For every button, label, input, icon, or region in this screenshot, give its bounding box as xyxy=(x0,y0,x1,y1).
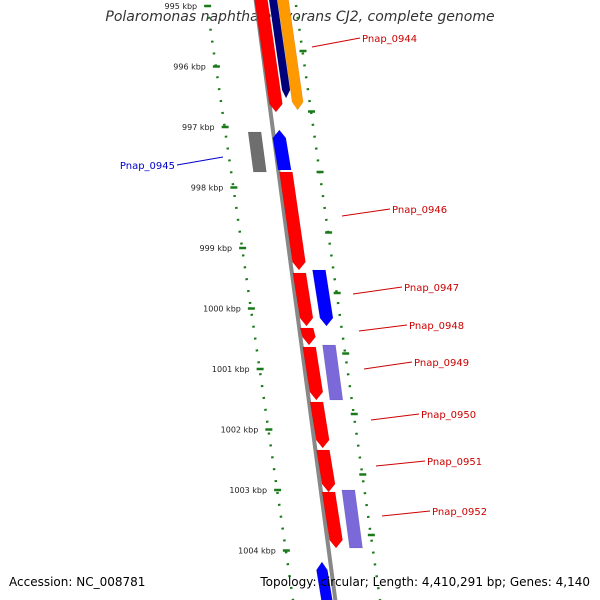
gene-leader-line xyxy=(363,361,413,370)
gene-leader-line xyxy=(341,208,391,217)
gene-arrow[interactable] xyxy=(272,129,292,171)
gene-label[interactable]: Pnap_0952 xyxy=(432,507,487,518)
kbp-label: 1000 kbp xyxy=(203,305,241,314)
topology-summary: Topology: circular; Length: 4,410,291 bp… xyxy=(260,575,590,589)
kbp-label: 995 kbp xyxy=(165,2,198,11)
gene-arrow[interactable] xyxy=(316,561,333,600)
kbp-label: 998 kbp xyxy=(191,184,224,193)
accession-text: Accession: NC_008781 xyxy=(9,575,146,589)
gene-arrow[interactable] xyxy=(309,401,330,449)
gene-arrow[interactable] xyxy=(316,449,336,493)
gene-label[interactable]: Pnap_0946 xyxy=(392,205,447,216)
kbp-label: 1001 kbp xyxy=(212,365,250,374)
gene-label[interactable]: Pnap_0951 xyxy=(427,457,482,468)
gene-leader-line xyxy=(381,510,431,517)
map-title: Polaromonas naphthalenivorans CJ2, compl… xyxy=(105,9,495,25)
gene-arrow[interactable] xyxy=(276,0,304,111)
gene-arrow[interactable] xyxy=(268,0,291,99)
kbp-label: 997 kbp xyxy=(182,123,215,132)
gene-arrow[interactable] xyxy=(292,272,314,327)
ruler-guide-right xyxy=(294,4,382,600)
gene-arrow[interactable] xyxy=(312,269,334,327)
kbp-label: 1004 kbp xyxy=(238,547,276,556)
kbp-label: 999 kbp xyxy=(200,244,233,253)
gene-arrow[interactable] xyxy=(299,327,316,346)
gene-arrow[interactable] xyxy=(279,171,306,271)
gene-leader-line xyxy=(311,37,361,48)
gene-arrow[interactable] xyxy=(341,489,363,549)
gene-arrow[interactable] xyxy=(247,131,267,173)
kbp-label: 1003 kbp xyxy=(229,486,267,495)
gene-leader-line xyxy=(358,324,408,332)
gene-arrow[interactable] xyxy=(253,0,283,113)
gene-leader-line xyxy=(370,413,420,421)
gene-leader-line xyxy=(375,460,426,467)
gene-arrow[interactable] xyxy=(321,491,343,549)
gene-arrow[interactable] xyxy=(302,346,324,401)
ruler-guide-left xyxy=(205,4,295,600)
gene-label[interactable]: Pnap_0949 xyxy=(414,358,469,369)
kbp-label: 1002 kbp xyxy=(221,426,259,435)
gene-label[interactable]: Pnap_0944 xyxy=(362,34,417,45)
gene-label[interactable]: Pnap_0950 xyxy=(421,410,476,421)
gene-label[interactable]: Pnap_0945 xyxy=(120,161,175,172)
gene-leader-line xyxy=(352,286,403,295)
gene-arrow[interactable] xyxy=(322,344,344,401)
gene-leader-line xyxy=(176,156,224,166)
kbp-label: 996 kbp xyxy=(173,63,206,72)
gene-label[interactable]: Pnap_0948 xyxy=(409,321,464,332)
gene-label[interactable]: Pnap_0947 xyxy=(404,283,459,294)
